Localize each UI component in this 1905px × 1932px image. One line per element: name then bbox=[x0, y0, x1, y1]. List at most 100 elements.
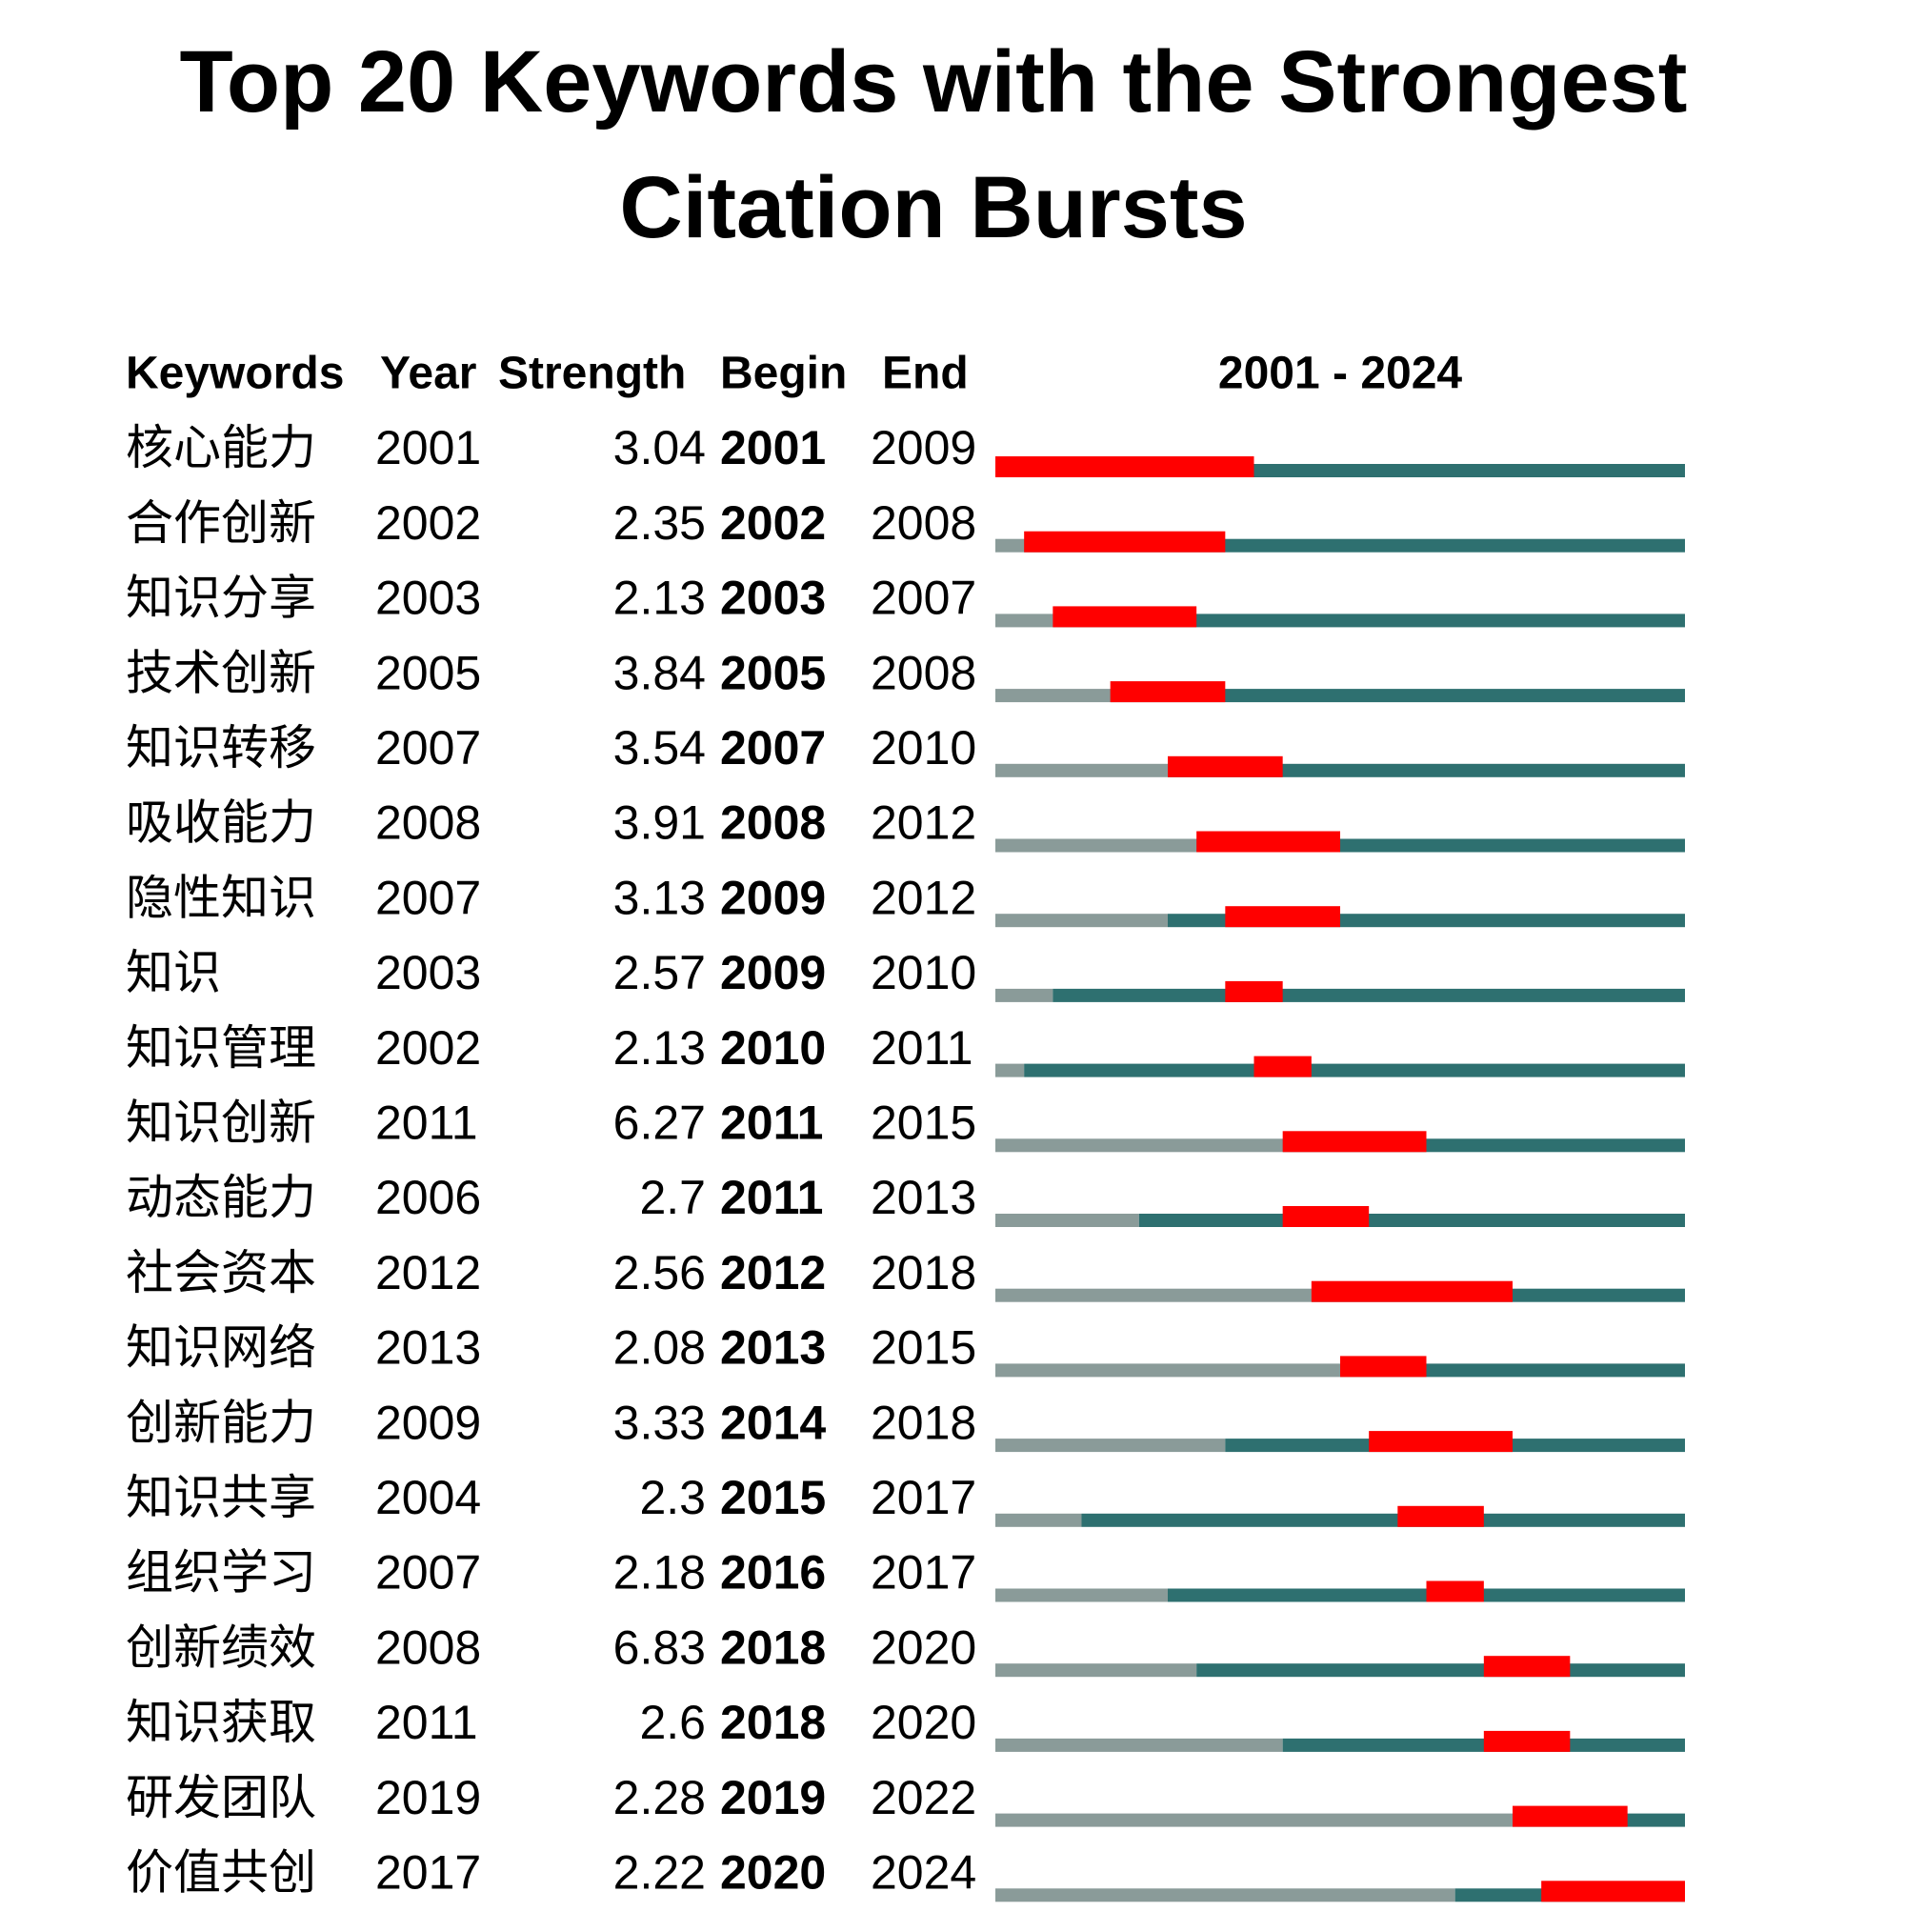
year: 2001 bbox=[375, 421, 481, 474]
column-header: Strength bbox=[498, 349, 686, 399]
pre-period-bar bbox=[995, 1439, 1226, 1453]
pre-period-bar bbox=[995, 838, 1197, 853]
chart-title: Top 20 Keywords with the Strongest Citat… bbox=[179, 33, 1688, 256]
year: 2011 bbox=[375, 1097, 478, 1150]
begin: 2011 bbox=[720, 1171, 823, 1224]
active-period-bar bbox=[1282, 1738, 1685, 1752]
year: 2011 bbox=[375, 1696, 478, 1749]
burst-bar bbox=[1311, 1280, 1513, 1302]
burst-bar bbox=[1225, 980, 1283, 1002]
pre-period-bar bbox=[995, 988, 1053, 1002]
end: 2024 bbox=[871, 1846, 976, 1900]
strength: 2.57 bbox=[613, 946, 706, 999]
keyword: 知识 bbox=[126, 946, 221, 999]
end: 2022 bbox=[871, 1771, 976, 1824]
strength: 6.83 bbox=[613, 1620, 706, 1674]
burst-bar bbox=[1282, 1206, 1370, 1227]
burst-bar bbox=[1369, 1431, 1513, 1453]
begin: 2005 bbox=[720, 646, 826, 699]
timeline-header: 2001 - 2024 bbox=[1218, 349, 1463, 399]
year: 2006 bbox=[375, 1171, 481, 1224]
year: 2009 bbox=[375, 1396, 481, 1449]
burst-bar bbox=[1483, 1656, 1571, 1678]
begin: 2003 bbox=[720, 572, 826, 625]
burst-bar bbox=[995, 456, 1254, 477]
strength: 3.13 bbox=[613, 871, 706, 924]
pre-period-bar bbox=[995, 1063, 1025, 1077]
strength: 2.56 bbox=[613, 1246, 706, 1299]
end: 2012 bbox=[871, 796, 976, 850]
burst-bar bbox=[1196, 831, 1340, 853]
burst-bar bbox=[1024, 531, 1226, 553]
burst-bar bbox=[1340, 1356, 1427, 1378]
end: 2015 bbox=[871, 1097, 976, 1150]
active-period-bar bbox=[1053, 614, 1685, 628]
end: 2020 bbox=[871, 1696, 976, 1749]
active-period-bar bbox=[1110, 689, 1685, 703]
end: 2012 bbox=[871, 871, 976, 924]
keyword: 合作创新 bbox=[126, 496, 316, 550]
keyword: 吸收能力 bbox=[126, 796, 316, 850]
keyword: 社会资本 bbox=[126, 1246, 316, 1299]
burst-bar bbox=[1513, 1805, 1628, 1827]
end: 2020 bbox=[871, 1620, 976, 1674]
pre-period-bar bbox=[995, 1363, 1340, 1378]
pre-period-bar bbox=[995, 614, 1053, 628]
burst-bar bbox=[1282, 1131, 1427, 1153]
keyword: 隐性知识 bbox=[126, 871, 316, 924]
begin: 2018 bbox=[720, 1620, 826, 1674]
strength: 3.33 bbox=[613, 1396, 706, 1449]
burst-bar bbox=[1168, 755, 1283, 777]
end: 2011 bbox=[871, 1021, 973, 1075]
keyword: 核心能力 bbox=[126, 421, 316, 474]
begin: 2016 bbox=[720, 1546, 826, 1600]
year: 2017 bbox=[375, 1846, 481, 1900]
end: 2018 bbox=[871, 1396, 976, 1449]
keyword: 知识获取 bbox=[126, 1696, 316, 1749]
keyword: 价值共创 bbox=[126, 1846, 316, 1900]
pre-period-bar bbox=[995, 914, 1168, 928]
keyword: 创新绩效 bbox=[126, 1620, 316, 1674]
pre-period-bar bbox=[995, 1888, 1455, 1902]
begin: 2001 bbox=[720, 421, 826, 474]
year: 2002 bbox=[375, 496, 481, 550]
strength: 2.13 bbox=[613, 572, 706, 625]
year: 2008 bbox=[375, 1620, 481, 1674]
keyword: 研发团队 bbox=[126, 1771, 316, 1824]
begin: 2015 bbox=[720, 1471, 826, 1524]
active-period-bar bbox=[1138, 1214, 1685, 1227]
pre-period-bar bbox=[995, 1663, 1197, 1678]
year: 2013 bbox=[375, 1321, 481, 1375]
keyword: 知识共享 bbox=[126, 1471, 316, 1524]
pre-period-bar bbox=[995, 1288, 1312, 1302]
column-header: Year bbox=[380, 349, 476, 399]
strength: 2.22 bbox=[613, 1846, 706, 1900]
strength: 2.18 bbox=[613, 1546, 706, 1600]
column-header: Keywords bbox=[126, 349, 344, 399]
begin: 2007 bbox=[720, 721, 826, 775]
pre-period-bar bbox=[995, 1813, 1513, 1827]
strength: 6.27 bbox=[613, 1097, 706, 1150]
keyword: 知识转移 bbox=[126, 721, 316, 775]
active-period-bar bbox=[1053, 988, 1685, 1002]
column-header: Begin bbox=[720, 349, 847, 399]
year: 2007 bbox=[375, 871, 481, 924]
year: 2007 bbox=[375, 721, 481, 775]
begin: 2010 bbox=[720, 1021, 826, 1075]
pre-period-bar bbox=[995, 763, 1168, 777]
active-period-bar bbox=[1168, 763, 1685, 777]
begin: 2009 bbox=[720, 871, 826, 924]
strength: 2.13 bbox=[613, 1021, 706, 1075]
end: 2009 bbox=[871, 421, 976, 474]
begin: 2009 bbox=[720, 946, 826, 999]
begin: 2013 bbox=[720, 1321, 826, 1375]
active-period-bar bbox=[1024, 1063, 1685, 1077]
pre-period-bar bbox=[995, 538, 1025, 553]
pre-period-bar bbox=[995, 1738, 1283, 1752]
burst-bar bbox=[1053, 606, 1197, 628]
end: 2017 bbox=[871, 1471, 976, 1524]
year: 2005 bbox=[375, 646, 481, 699]
year: 2019 bbox=[375, 1771, 481, 1824]
strength: 2.08 bbox=[613, 1321, 706, 1375]
